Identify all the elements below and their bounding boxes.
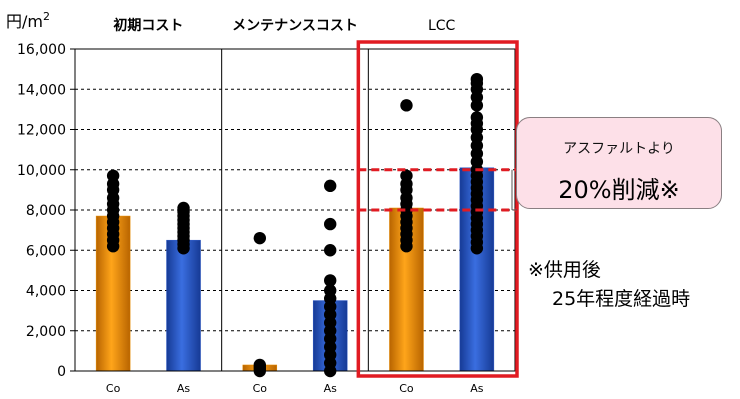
data-point <box>470 72 484 86</box>
data-point <box>253 358 266 372</box>
data-point <box>253 231 266 245</box>
bar-as <box>166 239 201 372</box>
callout-text: アスファルトより <box>563 141 675 157</box>
data-point <box>324 179 337 193</box>
y-tick-label: 4,000 <box>26 284 66 300</box>
x-tick-label: Co <box>253 382 268 395</box>
y-tick-label: 2,000 <box>26 324 66 340</box>
y-tick-label: 8,000 <box>26 203 66 219</box>
y-tick-label: 16,000 <box>17 42 66 58</box>
y-unit-label: 円/m2 <box>6 10 50 31</box>
x-tick-label: As <box>470 382 484 395</box>
data-point <box>400 169 413 182</box>
data-point <box>470 111 484 124</box>
data-point <box>324 274 337 287</box>
x-tick-label: As <box>324 382 338 395</box>
footnote: ※供用後 25年程度経過時 <box>528 256 690 314</box>
x-tick-label: Co <box>106 382 121 395</box>
group-title: メンテナンスコスト <box>232 18 358 34</box>
group-title: 初期コスト <box>113 17 183 34</box>
data-point <box>324 244 337 257</box>
y-tick-label: 6,000 <box>26 243 66 259</box>
y-tick-label: 14,000 <box>17 82 66 98</box>
data-point <box>177 201 190 215</box>
data-point <box>324 217 337 231</box>
x-tick-label: As <box>177 382 191 395</box>
x-tick-label: Co <box>399 382 414 395</box>
y-tick-label: 10,000 <box>17 163 66 179</box>
callout-percentage: 20%削減※ <box>558 176 680 204</box>
group-title: LCC <box>428 18 456 34</box>
reduction-callout: アスファルトより 20%削減※ <box>516 117 722 209</box>
data-point <box>106 169 120 182</box>
footnote-line-1: ※供用後 <box>528 259 601 281</box>
data-point <box>324 284 337 297</box>
footnote-line-2: 25年程度経過時 <box>552 288 691 310</box>
y-tick-label: 0 <box>57 364 66 380</box>
y-tick-label: 12,000 <box>17 123 66 139</box>
data-point <box>400 99 413 112</box>
